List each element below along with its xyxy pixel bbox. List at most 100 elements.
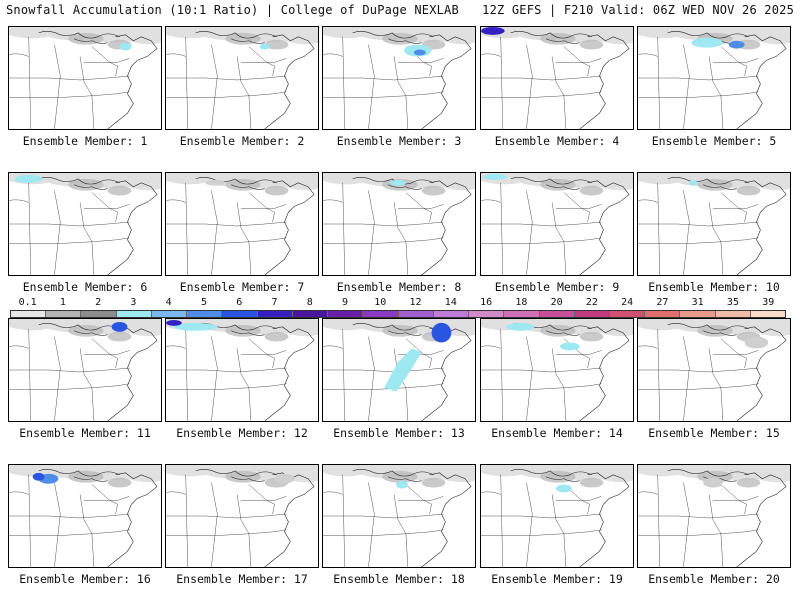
ensemble-map-panel — [8, 464, 162, 568]
ensemble-member-caption: Ensemble Member: 17 — [176, 572, 308, 586]
ensemble-member-caption: Ensemble Member: 15 — [648, 426, 780, 440]
colorbar-label: 10 — [374, 297, 387, 308]
map-svg — [166, 27, 318, 129]
map-svg — [9, 465, 161, 567]
colorbar-swatch — [469, 311, 505, 317]
ensemble-map-panel — [8, 318, 162, 422]
map-svg — [9, 27, 161, 129]
ensemble-member-caption: Ensemble Member: 16 — [19, 572, 151, 586]
colorbar-label: 18 — [515, 297, 528, 308]
colorbar-label: 1 — [59, 297, 66, 308]
colorbar-label: 6 — [236, 297, 243, 308]
ensemble-map-panel — [165, 318, 319, 422]
ensemble-member-caption: Ensemble Member: 9 — [494, 280, 620, 294]
map-svg — [323, 27, 475, 129]
ensemble-member-caption: Ensemble Member: 7 — [179, 280, 305, 294]
colorbar-swatch — [222, 311, 258, 317]
ensemble-member-caption: Ensemble Member: 1 — [22, 134, 148, 148]
ensemble-map-panel — [637, 172, 791, 276]
ensemble-member-caption: Ensemble Member: 13 — [333, 426, 465, 440]
ensemble-member-caption: Ensemble Member: 8 — [336, 280, 462, 294]
colorbar-swatch — [398, 311, 434, 317]
snowfall-colorbar — [10, 310, 786, 318]
map-svg — [323, 319, 475, 421]
ensemble-map-panel — [637, 464, 791, 568]
colorbar-label: 3 — [130, 297, 137, 308]
colorbar-swatch — [81, 311, 117, 317]
colorbar-swatch — [645, 311, 681, 317]
chart-title: Snowfall Accumulation (10:1 Ratio) | Col… — [6, 3, 459, 17]
valid-time: 12Z GEFS | F210 Valid: 06Z WED NOV 26 20… — [482, 3, 794, 17]
ensemble-map-panel — [637, 318, 791, 422]
ensemble-member-caption: Ensemble Member: 20 — [648, 572, 780, 586]
ensemble-member-caption: Ensemble Member: 11 — [19, 426, 151, 440]
ensemble-map-panel — [637, 26, 791, 130]
colorbar-swatch — [715, 311, 751, 317]
colorbar-swatch — [609, 311, 646, 317]
ensemble-member-caption: Ensemble Member: 14 — [491, 426, 623, 440]
colorbar-swatch — [433, 311, 470, 317]
colorbar-swatch — [750, 311, 786, 317]
ensemble-member-caption: Ensemble Member: 4 — [494, 134, 620, 148]
colorbar-swatch — [257, 311, 293, 317]
colorbar-swatch — [292, 311, 329, 317]
map-svg — [638, 173, 790, 275]
ensemble-map-panel — [480, 464, 634, 568]
colorbar-swatch — [46, 311, 82, 317]
ensemble-map-panel — [322, 26, 476, 130]
colorbar-label: 0.1 — [18, 297, 37, 308]
colorbar-label: 9 — [342, 297, 349, 308]
colorbar-label: 31 — [691, 297, 704, 308]
map-svg — [166, 319, 318, 421]
colorbar-label: 20 — [550, 297, 563, 308]
colorbar-swatch — [539, 311, 575, 317]
map-svg — [9, 173, 161, 275]
colorbar-label: 27 — [656, 297, 669, 308]
colorbar-swatch — [680, 311, 716, 317]
map-svg — [481, 173, 633, 275]
colorbar-swatch — [116, 311, 152, 317]
colorbar-label: 2 — [95, 297, 102, 308]
map-svg — [638, 27, 790, 129]
ensemble-member-caption: Ensemble Member: 6 — [22, 280, 148, 294]
colorbar-label: 16 — [480, 297, 493, 308]
ensemble-map-panel — [8, 26, 162, 130]
map-svg — [9, 319, 161, 421]
ensemble-map-panel — [322, 464, 476, 568]
map-svg — [481, 319, 633, 421]
map-svg — [481, 27, 633, 129]
map-svg — [481, 465, 633, 567]
ensemble-map-panel — [8, 172, 162, 276]
ensemble-map-panel — [165, 172, 319, 276]
map-svg — [166, 465, 318, 567]
ensemble-map-panel — [322, 318, 476, 422]
colorbar-label: 14 — [444, 297, 457, 308]
ensemble-map-panel — [480, 172, 634, 276]
colorbar-swatch — [187, 311, 223, 317]
colorbar-swatch — [328, 311, 364, 317]
ensemble-member-caption: Ensemble Member: 3 — [336, 134, 462, 148]
colorbar-label: 8 — [306, 297, 313, 308]
colorbar-label: 5 — [200, 297, 207, 308]
ensemble-map-panel — [480, 318, 634, 422]
ensemble-map-panel — [480, 26, 634, 130]
colorbar-swatch — [574, 311, 610, 317]
colorbar-swatch — [11, 311, 47, 317]
ensemble-map-panel — [322, 172, 476, 276]
ensemble-member-caption: Ensemble Member: 10 — [648, 280, 780, 294]
colorbar-label: 22 — [585, 297, 598, 308]
colorbar-label: 12 — [409, 297, 422, 308]
map-svg — [323, 173, 475, 275]
colorbar-labels: 0.1 1 2 3 4 5 6 7 8 9 10 12 14 16 18 20 22 24 27 31 35 39 — [10, 297, 786, 309]
colorbar-label: 39 — [762, 297, 775, 308]
map-svg — [166, 173, 318, 275]
ensemble-member-caption: Ensemble Member: 19 — [491, 572, 623, 586]
ensemble-map-panel — [165, 464, 319, 568]
colorbar-label: 7 — [271, 297, 278, 308]
colorbar-swatch — [504, 311, 540, 317]
colorbar-label: 4 — [165, 297, 172, 308]
colorbar-swatch — [363, 311, 399, 317]
ensemble-member-caption: Ensemble Member: 18 — [333, 572, 465, 586]
colorbar-label: 24 — [621, 297, 634, 308]
map-svg — [323, 465, 475, 567]
